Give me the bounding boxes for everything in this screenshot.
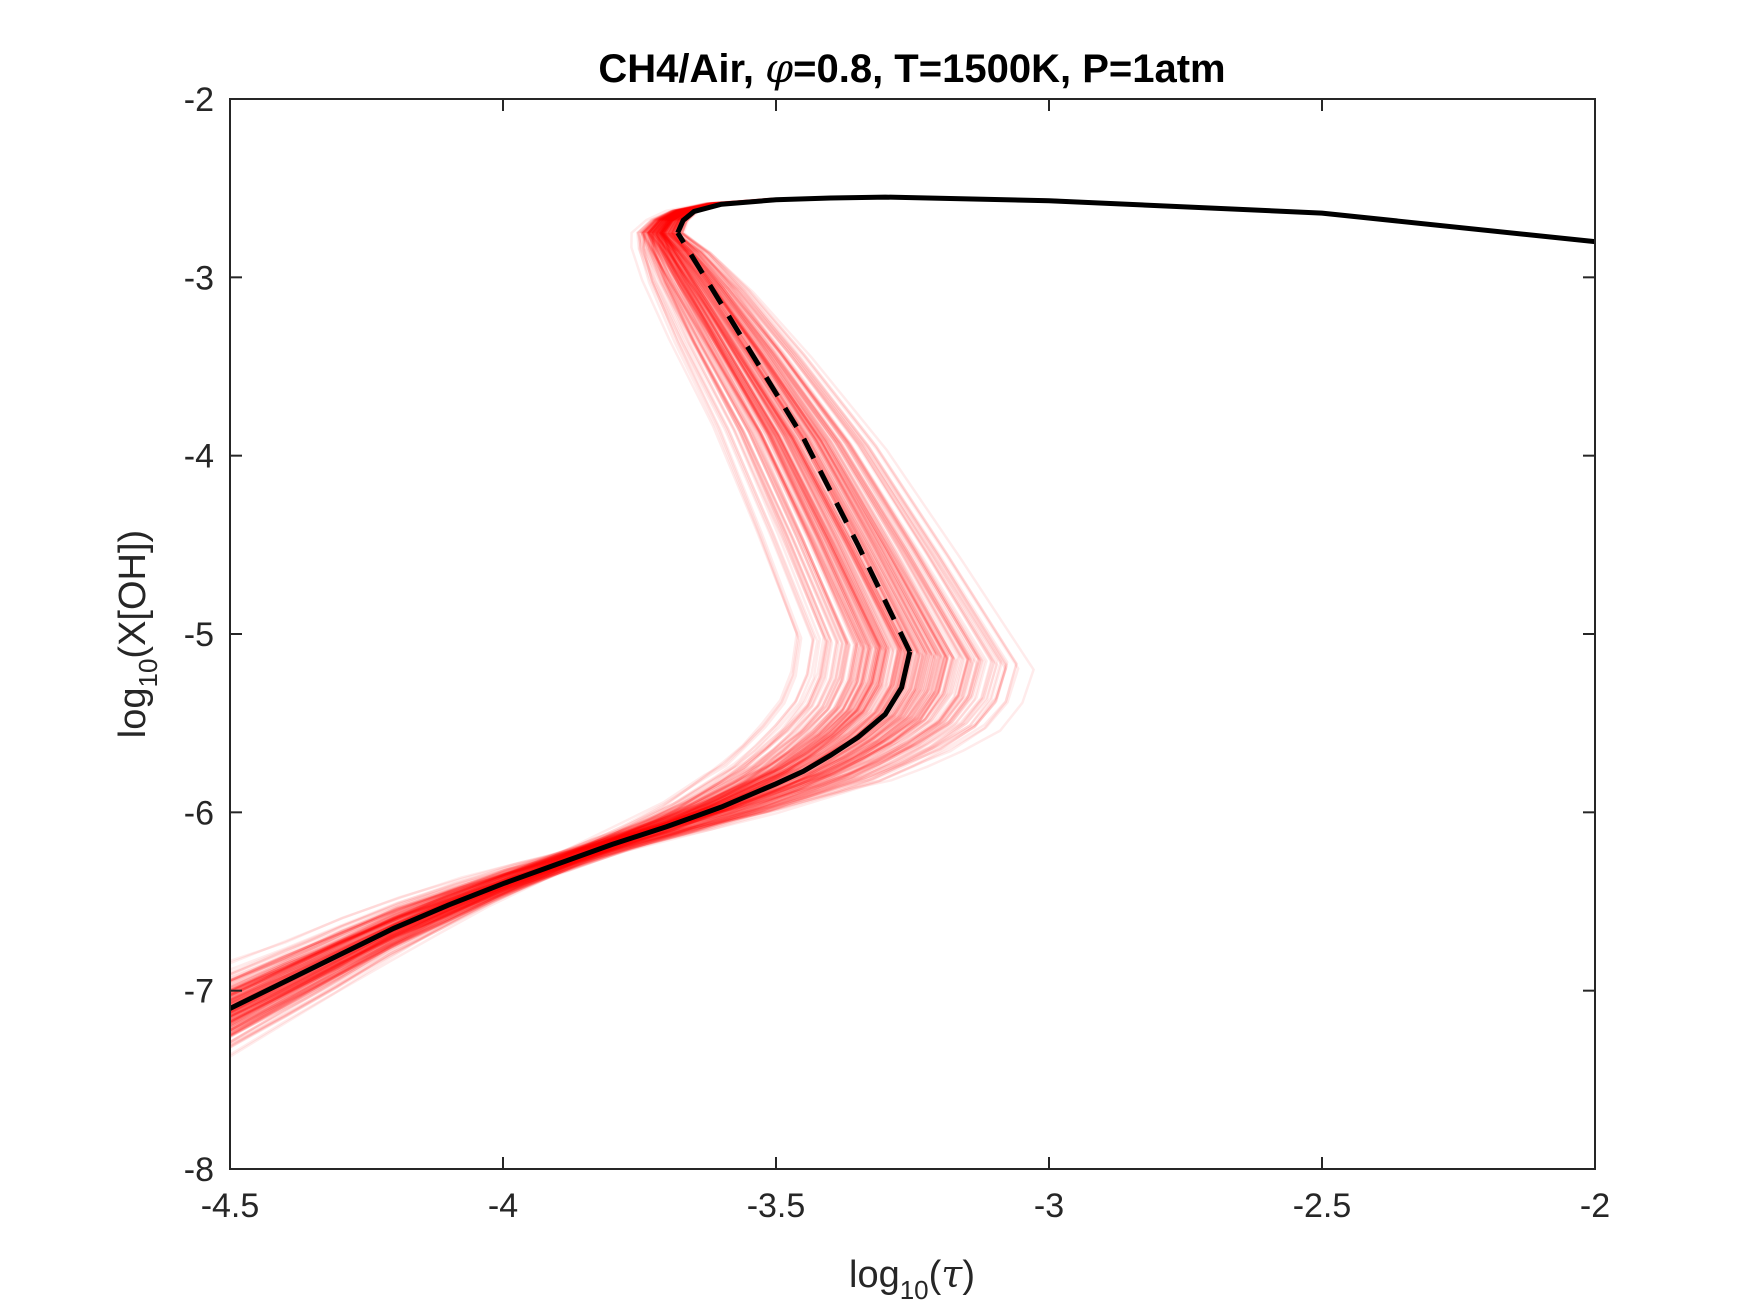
y-tick-label: -7 xyxy=(184,973,214,1011)
y-label-log: log xyxy=(112,687,154,738)
y-tick-label: -4 xyxy=(184,438,214,476)
x-label-open: ( xyxy=(929,1254,942,1296)
title-phi-symbol: φ xyxy=(765,46,793,92)
x-tick-label: -3 xyxy=(1034,1187,1064,1225)
plot-background xyxy=(230,99,1595,1169)
nominal-s-curve xyxy=(230,194,1595,1011)
title-prefix: CH4/Air, xyxy=(598,47,765,91)
x-tick-label: -3.5 xyxy=(747,1187,806,1225)
y-tick-label: -8 xyxy=(184,1151,214,1189)
x-axis-label: log10(τ) xyxy=(849,1252,975,1305)
x-tick-label: -2 xyxy=(1580,1187,1610,1225)
y-tick-label: -6 xyxy=(184,794,214,832)
x-label-log: log xyxy=(849,1254,900,1296)
x-label-close: ) xyxy=(962,1254,975,1296)
y-axis-label: log10(X[OH]) xyxy=(112,530,163,738)
x-axis-ticks: -4.5 -4 -3.5 -3 -2.5 -2 xyxy=(201,99,1610,1225)
nominal-unstable-branch xyxy=(675,231,913,653)
title-suffix: =0.8, T=1500K, P=1atm xyxy=(793,47,1226,91)
y-tick-label: -2 xyxy=(184,81,214,119)
y-label-subscript: 10 xyxy=(133,659,163,688)
x-tick-label: -4 xyxy=(488,1187,518,1225)
x-label-tau: τ xyxy=(941,1252,963,1296)
x-tick-label: -4.5 xyxy=(201,1187,260,1225)
y-axis-ticks: -8 -7 -6 -5 -4 -3 -2 xyxy=(184,81,1595,1189)
x-label-subscript: 10 xyxy=(900,1275,929,1305)
y-tick-label: -3 xyxy=(184,259,214,297)
nominal-stable-lower-branch xyxy=(230,651,913,1011)
chart-title: CH4/Air, φ=0.8, T=1500K, P=1atm xyxy=(598,46,1225,92)
nominal-stable-upper-branch xyxy=(675,194,1595,245)
y-tick-label: -5 xyxy=(184,616,214,654)
y-label-rest: (X[OH]) xyxy=(112,530,154,659)
x-tick-label: -2.5 xyxy=(1293,1187,1352,1225)
